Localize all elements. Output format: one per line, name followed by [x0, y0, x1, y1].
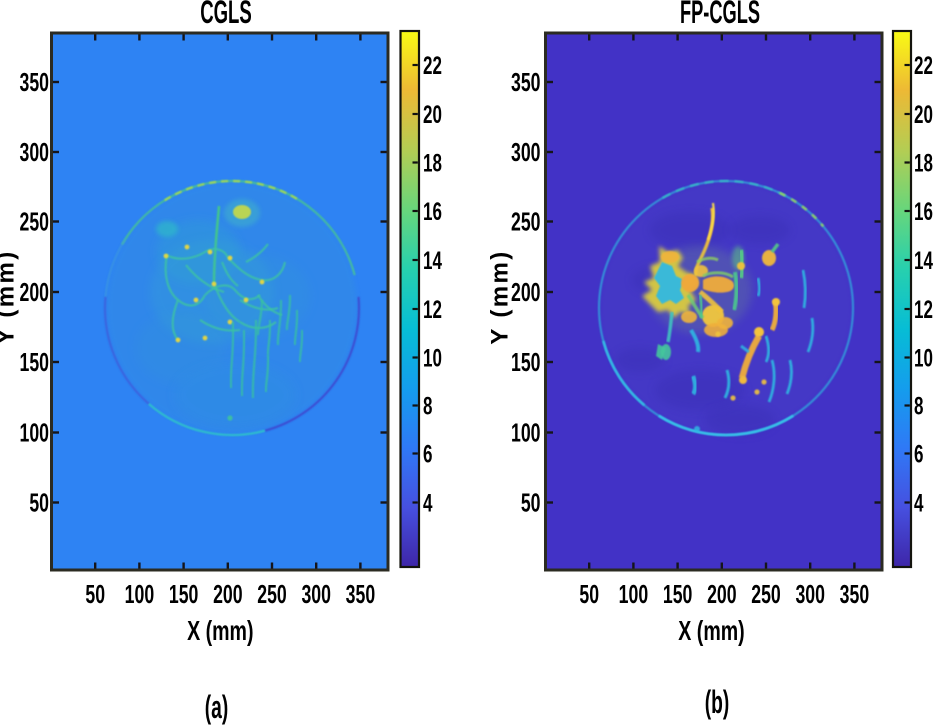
svg-text:8: 8 — [423, 392, 433, 420]
svg-text:200: 200 — [511, 278, 540, 307]
svg-text:10: 10 — [423, 344, 442, 372]
svg-text:300: 300 — [795, 580, 824, 609]
svg-text:350: 350 — [346, 580, 375, 609]
svg-text:4: 4 — [914, 489, 924, 517]
svg-text:6: 6 — [914, 440, 924, 468]
svg-text:150: 150 — [20, 348, 49, 377]
svg-text:(b): (b) — [705, 684, 730, 720]
svg-text:18: 18 — [914, 149, 933, 177]
svg-text:20: 20 — [423, 101, 442, 129]
svg-text:300: 300 — [511, 138, 540, 167]
svg-text:50: 50 — [29, 488, 49, 517]
svg-text:100: 100 — [125, 580, 154, 609]
svg-text:100: 100 — [20, 418, 49, 447]
svg-text:16: 16 — [914, 198, 933, 226]
svg-text:Y (mm): Y (mm) — [0, 249, 20, 344]
svg-text:10: 10 — [914, 344, 933, 372]
svg-text:50: 50 — [579, 580, 599, 609]
svg-text:20: 20 — [914, 101, 933, 129]
svg-text:50: 50 — [521, 488, 541, 517]
svg-text:350: 350 — [840, 580, 869, 609]
svg-text:350: 350 — [511, 68, 540, 97]
svg-text:X (mm): X (mm) — [187, 616, 253, 647]
svg-text:250: 250 — [751, 580, 780, 609]
svg-text:14: 14 — [914, 247, 933, 275]
svg-text:CGLS: CGLS — [200, 0, 252, 30]
svg-text:300: 300 — [20, 138, 49, 167]
svg-text:12: 12 — [423, 296, 442, 324]
svg-text:22: 22 — [914, 52, 933, 80]
svg-text:150: 150 — [169, 580, 198, 609]
svg-text:22: 22 — [423, 52, 442, 80]
svg-text:250: 250 — [20, 207, 49, 236]
svg-text:8: 8 — [914, 392, 924, 420]
svg-text:12: 12 — [914, 296, 933, 324]
svg-text:50: 50 — [85, 580, 105, 609]
svg-text:150: 150 — [663, 580, 692, 609]
svg-text:16: 16 — [423, 198, 442, 226]
svg-text:200: 200 — [707, 580, 736, 609]
svg-text:200: 200 — [213, 580, 242, 609]
svg-text:FP-CGLS: FP-CGLS — [680, 0, 760, 30]
svg-text:X (mm): X (mm) — [678, 616, 744, 647]
svg-text:200: 200 — [20, 278, 49, 307]
svg-text:100: 100 — [619, 580, 648, 609]
svg-text:350: 350 — [20, 68, 49, 97]
svg-text:14: 14 — [423, 247, 442, 275]
svg-text:18: 18 — [423, 149, 442, 177]
svg-text:250: 250 — [257, 580, 286, 609]
svg-text:4: 4 — [423, 489, 433, 517]
svg-text:6: 6 — [423, 440, 433, 468]
svg-text:150: 150 — [511, 348, 540, 377]
svg-text:(a): (a) — [205, 689, 228, 725]
svg-text:250: 250 — [511, 207, 540, 236]
svg-text:300: 300 — [301, 580, 330, 609]
svg-text:Y (mm): Y (mm) — [487, 249, 514, 344]
svg-text:100: 100 — [511, 418, 540, 447]
